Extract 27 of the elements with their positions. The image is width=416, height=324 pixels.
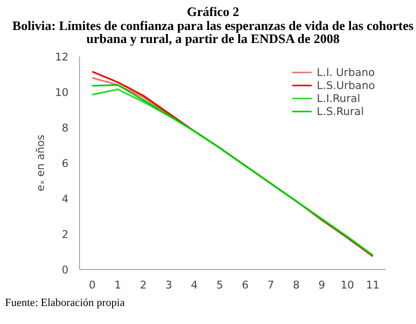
y-tick-label: 2 <box>62 228 68 241</box>
x-tick-label: 3 <box>165 278 172 292</box>
x-tick-label: 0 <box>88 278 96 292</box>
y-tick-label: 6 <box>62 156 69 170</box>
legend-label: L.I.Rural <box>316 92 360 105</box>
x-tick-label: 11 <box>366 278 380 292</box>
x-tick-label: 9 <box>318 278 326 292</box>
y-axis-title: eₓ en años <box>34 134 47 192</box>
x-tick-label: 4 <box>190 278 198 292</box>
x-tick-label: 2 <box>140 278 147 292</box>
y-tick-label: 10 <box>54 86 69 99</box>
y-tick-label: 8 <box>62 121 69 134</box>
legend-label: L.I. Urbano <box>316 66 375 79</box>
legend-label: L.S.Urbano <box>316 78 375 92</box>
x-tick-label: 6 <box>242 278 249 292</box>
x-tick-label: 1 <box>114 278 122 292</box>
x-tick-label: 7 <box>267 278 274 292</box>
chart-title: Gráfico 2 <box>186 4 240 19</box>
x-tick-label: 10 <box>340 278 354 292</box>
x-tick-label: 8 <box>292 278 300 292</box>
y-tick-label: 0 <box>62 263 69 276</box>
source-note: Fuente: Elaboración propia <box>5 296 125 311</box>
y-tick-label: 4 <box>62 192 69 206</box>
x-tick-label: 5 <box>216 278 224 292</box>
chart-subtitle: Bolivia: Límites de confianza para las esperanzas de vida de las cohortes urbana y rural, a partir de la ENDSA de 2008 <box>11 18 415 46</box>
y-tick-label: 12 <box>54 50 69 64</box>
legend-label: L.S.Rural <box>316 104 364 118</box>
